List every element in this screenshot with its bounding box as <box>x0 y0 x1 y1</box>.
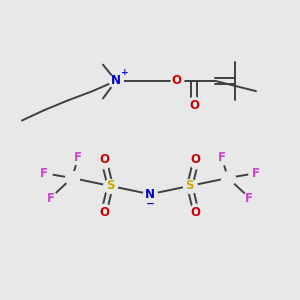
Text: O: O <box>190 206 201 219</box>
Text: F: F <box>74 151 82 164</box>
Text: N: N <box>111 74 121 87</box>
Text: +: + <box>121 68 128 77</box>
Text: F: F <box>40 167 48 180</box>
Text: F: F <box>47 192 56 205</box>
Text: S: S <box>106 179 115 192</box>
Text: O: O <box>99 206 110 219</box>
Text: −: − <box>146 199 154 209</box>
Text: S: S <box>185 179 194 192</box>
Text: O: O <box>99 153 110 166</box>
Text: F: F <box>244 192 253 205</box>
Text: N: N <box>145 188 155 201</box>
Text: O: O <box>189 99 199 112</box>
Text: O: O <box>172 74 182 87</box>
Text: O: O <box>190 153 201 166</box>
Text: F: F <box>252 167 260 180</box>
Text: F: F <box>218 151 226 164</box>
